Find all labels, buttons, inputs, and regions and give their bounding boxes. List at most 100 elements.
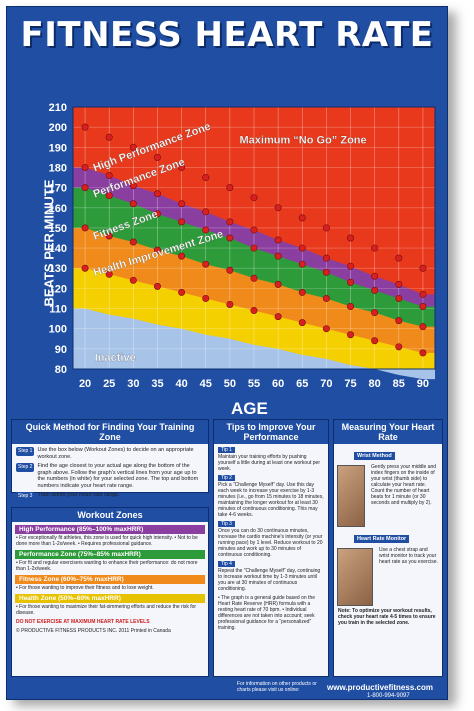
x-tick-label: 20 bbox=[79, 378, 91, 390]
data-point bbox=[371, 244, 379, 252]
tips-panel: Tips to Improve Your Performance Tip 1 Ma… bbox=[213, 419, 329, 677]
step-tag: Step 3 bbox=[16, 492, 35, 501]
footer-phone: 1-800-994-9097 bbox=[367, 693, 410, 699]
data-point bbox=[419, 290, 427, 298]
quick-method-panel: Quick Method for Finding Your Training Z… bbox=[11, 419, 209, 501]
data-point bbox=[322, 325, 330, 333]
data-point bbox=[129, 276, 137, 284]
data-point bbox=[298, 244, 306, 252]
data-point bbox=[202, 294, 210, 302]
data-point bbox=[371, 309, 379, 317]
tip-tag: Tip 2 bbox=[218, 475, 235, 481]
tip-1: Tip 1 Maintain your training efforts by p… bbox=[218, 447, 324, 472]
measuring-heading: Measuring Your Heart Rate bbox=[334, 420, 442, 444]
data-point bbox=[274, 204, 282, 212]
y-tick-label: 210 bbox=[49, 102, 67, 114]
tip-text: Maintain your training efforts by pushin… bbox=[218, 454, 320, 472]
x-tick-label: 45 bbox=[200, 378, 212, 390]
data-point bbox=[371, 286, 379, 294]
data-point bbox=[347, 262, 355, 270]
zone-band-inactive bbox=[73, 308, 435, 380]
zone-label: Inactive bbox=[95, 352, 136, 364]
x-axis-label: AGE bbox=[231, 399, 268, 418]
step-3: Step 3 Train within your heart rate range… bbox=[16, 492, 204, 501]
data-point bbox=[250, 244, 258, 252]
tip-tag: Tip 1 bbox=[218, 447, 235, 453]
footer-url[interactable]: www.productivefitness.com bbox=[327, 683, 433, 692]
data-point bbox=[129, 200, 137, 208]
data-point bbox=[105, 133, 113, 141]
y-tick-label: 130 bbox=[49, 263, 67, 275]
zone-performance: Performance Zone (75%–85% maxHRR) bbox=[15, 550, 205, 559]
data-point bbox=[153, 246, 161, 254]
copyright: © PRODUCTIVE FITNESS PRODUCTS INC. 2011 … bbox=[16, 628, 171, 634]
poster: FITNESS HEART RATE 80 90 100 110 120 130 140 15… bbox=[6, 6, 448, 700]
data-point bbox=[178, 218, 186, 226]
workout-zones-heading: Workout Zones bbox=[12, 508, 208, 522]
heart-rate-chart: 80 90 100 110 120 130 140 150 160 170 180 190 200 210… bbox=[15, 99, 445, 418]
data-point bbox=[395, 317, 403, 325]
y-tick-label: 140 bbox=[49, 243, 67, 255]
zone-label: Maximum “No Go” Zone bbox=[240, 134, 367, 146]
data-point bbox=[322, 268, 330, 276]
data-point bbox=[129, 182, 137, 190]
y-axis-label: BEATS PER MINUTE bbox=[41, 179, 57, 307]
data-point bbox=[178, 288, 186, 296]
data-point bbox=[202, 174, 210, 182]
step-tag: Step 2 bbox=[16, 463, 35, 472]
x-tick-label: 65 bbox=[296, 378, 308, 390]
tip-text: Pick a “Challenge Myself” day. Use this … bbox=[218, 482, 324, 518]
measure-note: Note: To optimize your workout results, … bbox=[338, 608, 436, 626]
data-point bbox=[395, 280, 403, 288]
data-point bbox=[419, 349, 427, 357]
step-text: Find the age closest to your actual age … bbox=[37, 463, 199, 489]
step-text: Use the box below (Workout Zones) to dec… bbox=[37, 447, 194, 460]
y-tick-label: 120 bbox=[49, 283, 67, 295]
step-2: Step 2 Find the age closest to your actua… bbox=[16, 463, 204, 489]
y-tick-label: 80 bbox=[55, 364, 67, 376]
monitor-photo bbox=[337, 548, 373, 606]
data-point bbox=[274, 313, 282, 321]
tips-notes: • The graph is a general guide based on … bbox=[218, 595, 316, 631]
data-point bbox=[105, 232, 113, 240]
zone-text: • For those wanting to maximize their fa… bbox=[16, 604, 197, 616]
zone-health: Health Zone (50%–60% maxHRR) bbox=[15, 594, 205, 603]
x-tick-label: 70 bbox=[320, 378, 332, 390]
data-point bbox=[274, 252, 282, 260]
data-point bbox=[371, 337, 379, 345]
data-point bbox=[153, 210, 161, 218]
wrist-method-heading: Wrist Method bbox=[354, 452, 395, 460]
data-point bbox=[226, 266, 234, 274]
data-point bbox=[347, 278, 355, 286]
zone-text: • For fit and regular exercisers wanting… bbox=[16, 560, 198, 572]
x-tick-label: 30 bbox=[127, 378, 139, 390]
data-point bbox=[202, 226, 210, 234]
data-point bbox=[129, 238, 137, 246]
zone-text: • For those wanting to improve their fit… bbox=[16, 585, 154, 591]
data-point bbox=[226, 184, 234, 192]
data-point bbox=[322, 254, 330, 262]
data-point bbox=[298, 319, 306, 327]
page-title: FITNESS HEART RATE bbox=[20, 15, 434, 55]
data-point bbox=[250, 307, 258, 315]
data-point bbox=[81, 163, 89, 171]
data-point bbox=[202, 260, 210, 268]
tip-text: Repeat the “Challenge Myself” day, conti… bbox=[218, 568, 321, 592]
x-tick-label: 75 bbox=[344, 378, 356, 390]
data-point bbox=[322, 294, 330, 302]
y-tick-label: 190 bbox=[49, 142, 67, 154]
data-point bbox=[274, 280, 282, 288]
data-point bbox=[81, 123, 89, 131]
wrist-method-text: Gently press your middle and index finge… bbox=[371, 464, 437, 506]
data-point bbox=[419, 303, 427, 311]
data-point bbox=[202, 208, 210, 216]
data-point bbox=[250, 194, 258, 202]
data-point bbox=[81, 224, 89, 232]
tip-2: Tip 2 Pick a “Challenge Myself” day. Use … bbox=[218, 475, 324, 518]
tip-tag: Tip 3 bbox=[218, 521, 235, 527]
footer-other-products: For information on other products or cha… bbox=[237, 681, 317, 693]
x-tick-label: 90 bbox=[417, 378, 429, 390]
data-point bbox=[226, 218, 234, 226]
data-point bbox=[105, 172, 113, 180]
y-tick-label: 160 bbox=[49, 203, 67, 215]
